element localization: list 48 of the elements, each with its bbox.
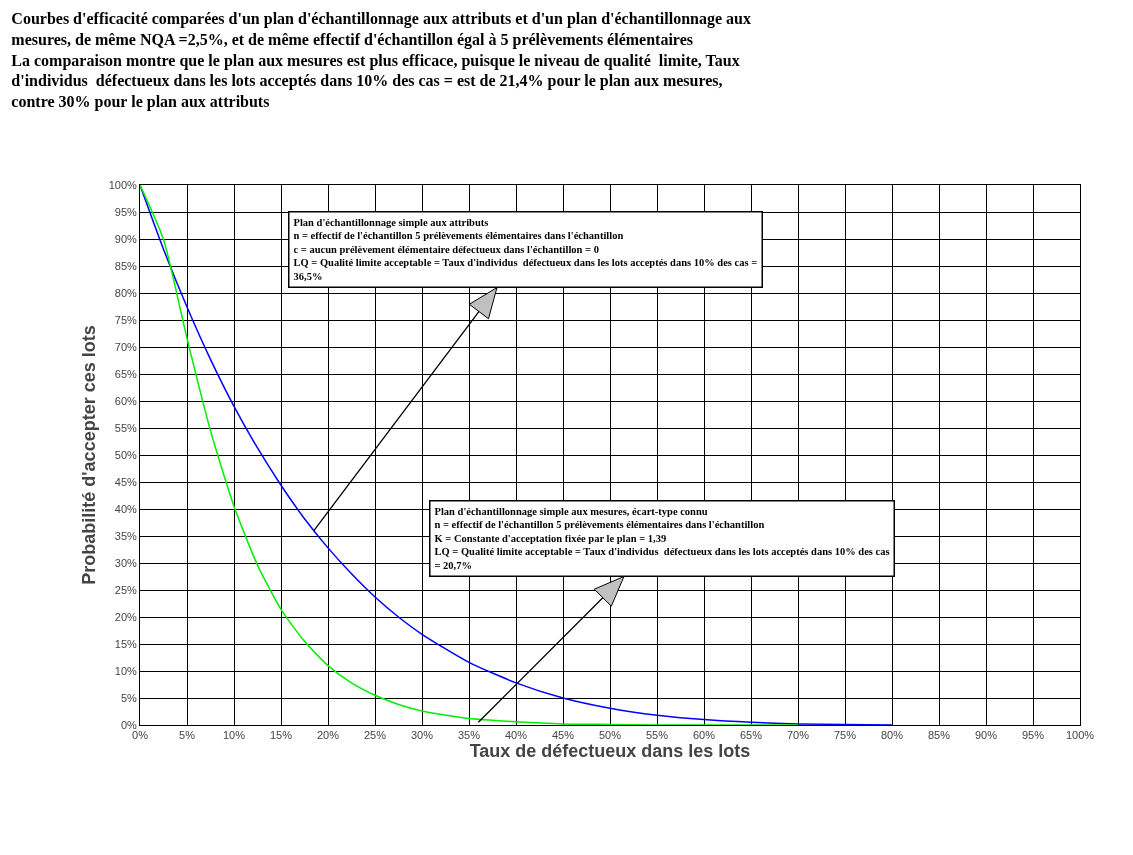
y-tick-label: 90%: [114, 232, 137, 245]
x-tick-label: 95%: [1021, 729, 1045, 742]
x-tick-label: 65%: [739, 729, 763, 742]
y-tick-label: 20%: [114, 610, 137, 623]
x-tick-label: 45%: [551, 729, 575, 742]
x-tick-label: 70%: [786, 729, 810, 742]
y-tick-label: 70%: [114, 340, 137, 353]
y-tick-label: 45%: [114, 475, 137, 488]
x-tick-label: 80%: [880, 729, 904, 742]
x-axis-title: Taux de défectueux dans les lots: [469, 741, 751, 762]
y-tick-label: 40%: [114, 502, 137, 515]
y-tick-label: 95%: [114, 205, 137, 218]
y-tick-label: 60%: [114, 394, 137, 407]
y-axis-title: Probabilité d'accepter ces lots: [78, 325, 99, 585]
x-tick-label: 5%: [179, 729, 196, 742]
y-tick-label: 5%: [120, 691, 138, 704]
x-tick-label: 100%: [1065, 729, 1095, 742]
y-tick-label: 35%: [114, 529, 137, 542]
y-tick-label: 30%: [114, 556, 137, 569]
x-tick-label: 50%: [598, 729, 622, 742]
x-tick-label: 25%: [363, 729, 387, 742]
chart-subtitle: La comparaison montre que le plan aux mesures est plus efficace, puisque le niveau de qualité limite, Taux d'individus défectueux dans les lots acceptés dans 10% des cas = est de 21,4% pour le plan aux mesures, contre 30% pour le plan aux attributs: [11, 51, 740, 112]
x-tick-label: 15%: [269, 729, 293, 742]
y-tick-label: 75%: [114, 313, 137, 326]
y-tick-label: 15%: [114, 637, 137, 650]
x-tick-label: 85%: [927, 729, 951, 742]
y-tick-label: 65%: [114, 367, 137, 380]
y-tick-label: 10%: [114, 664, 137, 677]
y-tick-label: 0%: [120, 718, 138, 731]
y-tick-label: 50%: [114, 448, 137, 461]
y-tick-label: 55%: [114, 421, 137, 434]
x-tick-label: 90%: [974, 729, 998, 742]
x-tick-label: 35%: [457, 729, 481, 742]
y-tick-label: 85%: [114, 259, 137, 272]
x-tick-label: 55%: [645, 729, 669, 742]
annotation: Plan d'échantillonnage simple aux attributs n = effectif de l'échantillon 5 prélèvements élémentaires dans l'échantillon c = aucun prélèvement élémentaire défectueux dans l'échantillon = 0 LQ = Qualité limite acceptable = Taux d'individus défectueux dans les lots acceptés dans 10% des cas = 36,5%: [293, 216, 758, 283]
y-tick-label: 80%: [114, 286, 137, 299]
x-tick-label: 0%: [132, 729, 149, 742]
x-tick-label: 40%: [504, 729, 528, 742]
annotation: Plan d'échantillonnage simple aux mesures, écart-type connu n = effectif de l'échantillon 5 prélèvements élémentaires dans l'échantillon K = Constante d'acceptation fixée par le plan = 1,39 LQ = Qualité limite acceptable = Taux d'individus défectueux dans les lots acceptés dans 10% des cas = 20,7%: [434, 505, 890, 572]
chart-title: Courbes d'efficacité comparées d'un plan d'échantillonnage aux attributs et d'un plan d'échantillonnage aux mesures, de même NQA =2,5%, et de même effectif d'échantillon égal à 5 prélèvements élémentaires: [11, 10, 751, 49]
y-tick-label: 100%: [108, 178, 138, 191]
x-tick-label: 10%: [222, 729, 246, 742]
x-tick-label: 20%: [316, 729, 340, 742]
x-tick-label: 60%: [692, 729, 716, 742]
x-tick-label: 30%: [410, 729, 434, 742]
y-tick-label: 25%: [114, 583, 137, 596]
x-tick-label: 75%: [833, 729, 857, 742]
